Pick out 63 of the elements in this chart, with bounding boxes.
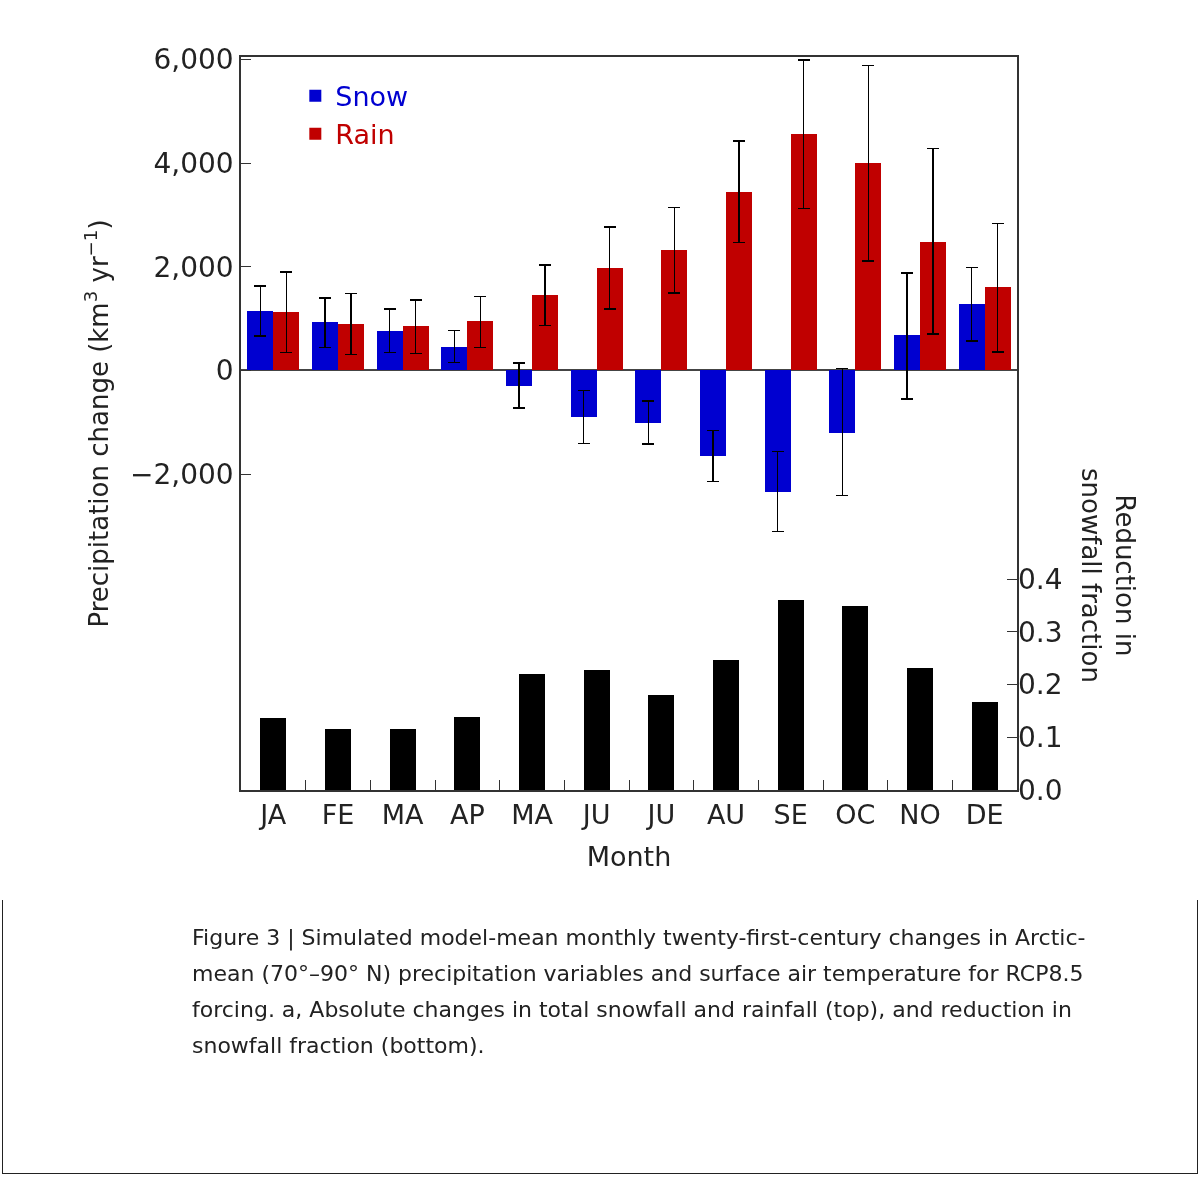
x-tick-label: OC <box>835 799 876 831</box>
y-tick-label: 2,000 <box>153 250 234 284</box>
bar <box>855 163 881 370</box>
x-tick-label: SE <box>773 799 808 831</box>
x-tick-label: AU <box>706 799 746 831</box>
bar <box>842 606 868 790</box>
y-tick-label: −2,000 <box>130 457 234 491</box>
y2-tick-label: 0.1 <box>1018 721 1063 755</box>
y2-tick-label: 0.4 <box>1018 562 1063 596</box>
bar <box>597 268 623 370</box>
x-tick-label: NO <box>899 799 941 831</box>
y2-axis-title: Reduction in snowfall fraction <box>1076 468 1141 683</box>
x-tick-label: AP <box>449 799 485 831</box>
bar <box>726 192 752 370</box>
y-tick-label: 6,000 <box>153 43 234 77</box>
bar <box>467 321 493 370</box>
x-tick-label: DE <box>965 799 1004 831</box>
legend-label: Snow <box>335 81 409 113</box>
bar <box>519 674 545 790</box>
bar <box>661 250 687 370</box>
bar <box>247 311 273 370</box>
bar <box>894 335 920 370</box>
bar <box>635 370 661 423</box>
bar <box>829 370 855 433</box>
bar <box>791 134 817 370</box>
y2-tick-label: 0.0 <box>1018 773 1063 807</box>
bar <box>972 702 998 790</box>
y-tick-label: 4,000 <box>153 146 234 180</box>
bar <box>959 304 985 370</box>
bar <box>390 729 416 790</box>
bar <box>920 242 946 370</box>
bar <box>454 717 480 790</box>
x-axis-title: Month <box>586 841 672 873</box>
x-tick-label: JU <box>645 799 676 831</box>
bar <box>907 668 933 790</box>
bar <box>648 695 674 790</box>
bar <box>713 660 739 790</box>
bar <box>377 331 403 370</box>
y-tick-label: 0 <box>215 354 234 388</box>
bar <box>700 370 726 456</box>
bar <box>571 370 597 417</box>
bar <box>338 324 364 370</box>
x-tick-label: JU <box>580 799 611 831</box>
y2-tick-label: 0.2 <box>1018 668 1063 702</box>
legend-label: Rain <box>335 119 395 151</box>
x-tick-label: MA <box>511 799 554 831</box>
bar <box>403 326 429 370</box>
bar <box>532 295 558 370</box>
bar <box>273 312 299 370</box>
caption: Figure 3 | Simulated model-mean monthly twenty-first-century changes in Arctic-mean (70°–90° N) precipitation variables and surface air temperature for RCP8.5 forcing. a, Absolute changes in total snowfall and rainfall (top), and reduction in snowfall fraction (bottom). <box>192 924 1087 1060</box>
x-tick-label: MA <box>381 799 425 831</box>
x-tick-label: JA <box>258 799 287 831</box>
bar <box>441 347 467 370</box>
x-tick-label: FE <box>321 799 355 831</box>
bar <box>584 670 610 790</box>
y2-tick-label: 0.3 <box>1018 615 1063 649</box>
bar <box>765 370 791 492</box>
bar <box>312 322 338 370</box>
bar <box>260 718 286 790</box>
bar <box>778 600 804 790</box>
bar <box>506 370 532 386</box>
bar <box>985 287 1011 370</box>
bar <box>325 729 351 790</box>
